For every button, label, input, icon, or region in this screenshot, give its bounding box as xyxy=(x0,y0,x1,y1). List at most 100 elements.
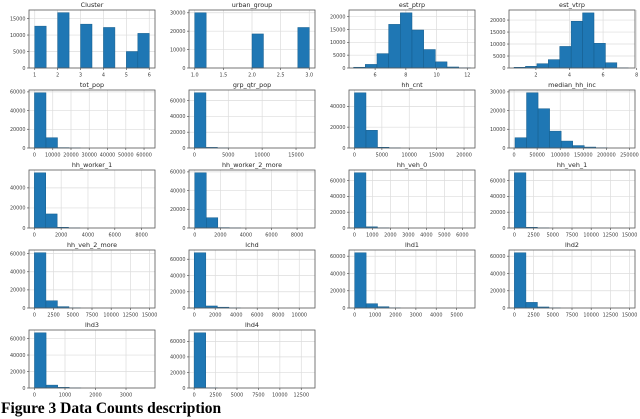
x-tick-label: 50000 xyxy=(118,153,134,159)
y-tick-label: 5000 xyxy=(333,53,345,59)
x-tick-label: 10000 xyxy=(583,313,599,319)
x-tick-label: 8 xyxy=(404,73,407,79)
y-tick-label: 60000 xyxy=(330,254,346,260)
x-tick-label: 0 xyxy=(193,393,196,399)
histogram-urban_group: 1.0 1.5 2.0 2.5 3.0 0 10000 20000 30000 urban_gro… xyxy=(170,1,316,79)
x-tick-label: 4000 xyxy=(420,233,432,239)
x-tick-label: 200000 xyxy=(597,153,616,159)
x-tick-label: 12 xyxy=(464,73,470,79)
panel-title: urban_group xyxy=(232,1,272,9)
y-tick-label: 20000 xyxy=(330,289,346,295)
bar xyxy=(559,46,572,69)
bar xyxy=(34,252,47,309)
histogram-lhd1: 0 1000 2000 3000 4000 5000 0 20000 40000 60000 lhd… xyxy=(330,241,476,319)
x-tick-label: 15000 xyxy=(142,313,158,319)
y-tick-label: 0 xyxy=(182,386,185,392)
x-tick-label: 2500 xyxy=(527,233,539,239)
x-tick-label: 8000 xyxy=(135,233,147,239)
plot-border xyxy=(188,169,316,229)
bars xyxy=(34,172,81,229)
y-tick-label: 0 xyxy=(342,146,345,152)
x-tick-label: 15000 xyxy=(622,313,638,319)
y-tick-label: 40000 xyxy=(330,271,346,277)
y-tick-label: 0 xyxy=(22,66,25,72)
bar xyxy=(365,303,378,309)
y-tick-label: 20000 xyxy=(170,29,186,35)
bar xyxy=(549,130,562,149)
tick-labels: 1.0 1.5 2.0 2.5 3.0 0 10000 20000 30000 xyxy=(170,11,313,79)
x-tick-label: 40000 xyxy=(100,153,116,159)
y-tick-label: 20000 xyxy=(330,210,346,216)
y-tick-label: 15000 xyxy=(10,16,26,22)
histogram-median_hh_inc: 0 50000 100000 150000 200000 250000 0 10000 2000… xyxy=(490,81,639,159)
x-tick-label: 4000 xyxy=(430,313,442,319)
bar xyxy=(570,21,583,69)
y-tick-label: 40000 xyxy=(170,188,186,194)
tick-labels: 0 5000 10000 15000 0 20000 40000 60000 xyxy=(170,98,304,158)
panel-title: est_vtrp xyxy=(559,1,585,9)
x-tick-label: 2500 xyxy=(527,313,539,319)
panel-title: est_ptrp xyxy=(399,1,425,9)
bars xyxy=(194,92,230,149)
bar xyxy=(45,300,58,309)
plot-border xyxy=(28,89,156,149)
histogram-hh_veh_1: 0 2500 5000 7500 10000 12500 15000 0 20000 40000 6… xyxy=(490,161,637,239)
y-tick-label: 0 xyxy=(502,66,505,72)
bars xyxy=(353,12,471,69)
x-tick-label: 10000 xyxy=(272,393,288,399)
bar xyxy=(354,252,367,309)
tick-labels: 0 5000 10000 15000 20000 0 20000 40000 xyxy=(330,104,472,158)
x-tick-label: 12500 xyxy=(603,313,619,319)
panel-title: grp_qtr_pop xyxy=(233,81,271,89)
x-tick-label: 3000 xyxy=(120,393,132,399)
y-tick-label: 60000 xyxy=(170,98,186,104)
x-tick-label: 4 xyxy=(568,73,571,79)
bar xyxy=(193,332,206,389)
panel-title: hh_veh_2_more xyxy=(67,241,117,249)
x-tick-label: 5000 xyxy=(547,313,559,319)
panel-title: lhd1 xyxy=(405,241,419,249)
panel-title: hh_veh_1 xyxy=(557,161,587,169)
histogram-est_vtrp: 2 4 6 8 0 5000 10000 15000 20000 est_vtrp xyxy=(490,1,638,79)
x-tick-label: 10000 xyxy=(254,153,270,159)
tick-labels: 0 1000 2000 3000 4000 5000 0 20000 40000 60000 xyxy=(330,254,463,318)
x-tick-label: 5000 xyxy=(67,313,79,319)
x-tick-label: 3000 xyxy=(410,313,422,319)
grid-lines xyxy=(349,170,475,229)
panel-title: lhd4 xyxy=(245,321,259,329)
histogram-hh_veh_0: 0 1000 2000 3000 4000 5000 6000020000400006000… xyxy=(330,161,476,239)
x-tick-label: 7500 xyxy=(86,313,98,319)
y-tick-label: 40000 xyxy=(170,114,186,120)
x-tick-label: 6000 xyxy=(109,233,121,239)
bar xyxy=(525,302,538,309)
x-tick-label: 0 xyxy=(193,313,196,319)
y-tick-label: 60000 xyxy=(170,257,186,263)
x-tick-label: 0 xyxy=(353,313,356,319)
x-tick-label: 4 xyxy=(102,73,105,79)
y-tick-label: 40000 xyxy=(10,186,26,192)
y-tick-label: 5000 xyxy=(493,54,505,60)
panel-title: lchd xyxy=(245,241,258,249)
x-tick-label: 20000 xyxy=(63,153,79,159)
histogram-hh_worker_1: 0 2000 4000 6000 8000 0 20000 40000 hh_worker_1 xyxy=(10,161,156,239)
x-tick-label: 15000 xyxy=(429,153,445,159)
plot-border xyxy=(188,89,316,149)
x-tick-label: 4000 xyxy=(230,313,242,319)
x-tick-label: 12500 xyxy=(294,393,310,399)
x-tick-label: 60000 xyxy=(136,153,152,159)
y-tick-label: 5000 xyxy=(13,49,25,55)
x-tick-label: 4000 xyxy=(82,233,94,239)
y-tick-label: 20000 xyxy=(170,290,186,296)
bar xyxy=(194,12,207,69)
plot-border xyxy=(348,169,476,229)
plot-border xyxy=(28,329,156,389)
y-tick-label: 10000 xyxy=(490,127,506,133)
panel-title: hh_worker_2_more xyxy=(222,161,282,169)
x-tick-label: 4000 xyxy=(240,233,252,239)
panel-title: hh_veh_0 xyxy=(397,161,427,169)
y-tick-label: 40000 xyxy=(10,353,26,359)
bar xyxy=(194,172,207,229)
y-tick-label: 0 xyxy=(182,226,185,232)
tick-labels: 0 2000 4000 6000 8000 0 20000 40000 60000 xyxy=(170,170,303,239)
x-tick-label: 0 xyxy=(33,393,36,399)
